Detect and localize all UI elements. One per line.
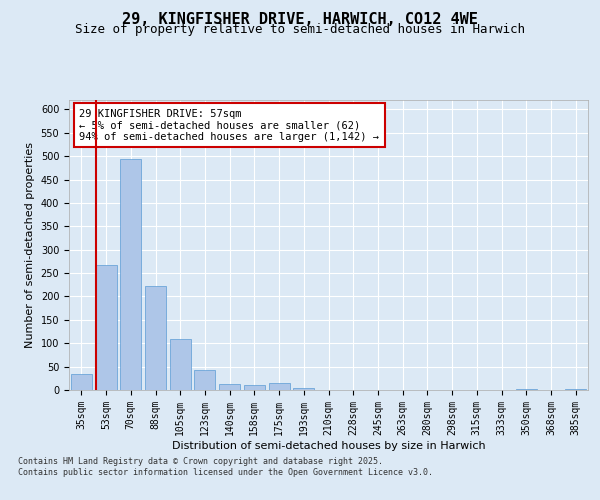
Bar xyxy=(120,160,141,390)
Bar xyxy=(244,386,265,390)
Bar xyxy=(565,388,586,390)
Text: Size of property relative to semi-detached houses in Harwich: Size of property relative to semi-detach… xyxy=(75,22,525,36)
Text: 29 KINGFISHER DRIVE: 57sqm
← 5% of semi-detached houses are smaller (62)
94% of : 29 KINGFISHER DRIVE: 57sqm ← 5% of semi-… xyxy=(79,108,379,142)
Bar xyxy=(219,384,240,390)
Bar xyxy=(194,370,215,390)
Bar xyxy=(269,383,290,390)
Bar xyxy=(516,389,537,390)
Text: 29, KINGFISHER DRIVE, HARWICH, CO12 4WE: 29, KINGFISHER DRIVE, HARWICH, CO12 4WE xyxy=(122,12,478,28)
Bar xyxy=(71,374,92,390)
Text: Contains HM Land Registry data © Crown copyright and database right 2025.
Contai: Contains HM Land Registry data © Crown c… xyxy=(18,458,433,477)
Bar xyxy=(95,264,116,390)
Bar xyxy=(145,286,166,390)
Y-axis label: Number of semi-detached properties: Number of semi-detached properties xyxy=(25,142,35,348)
Bar xyxy=(170,340,191,390)
Bar xyxy=(293,388,314,390)
X-axis label: Distribution of semi-detached houses by size in Harwich: Distribution of semi-detached houses by … xyxy=(172,440,485,450)
